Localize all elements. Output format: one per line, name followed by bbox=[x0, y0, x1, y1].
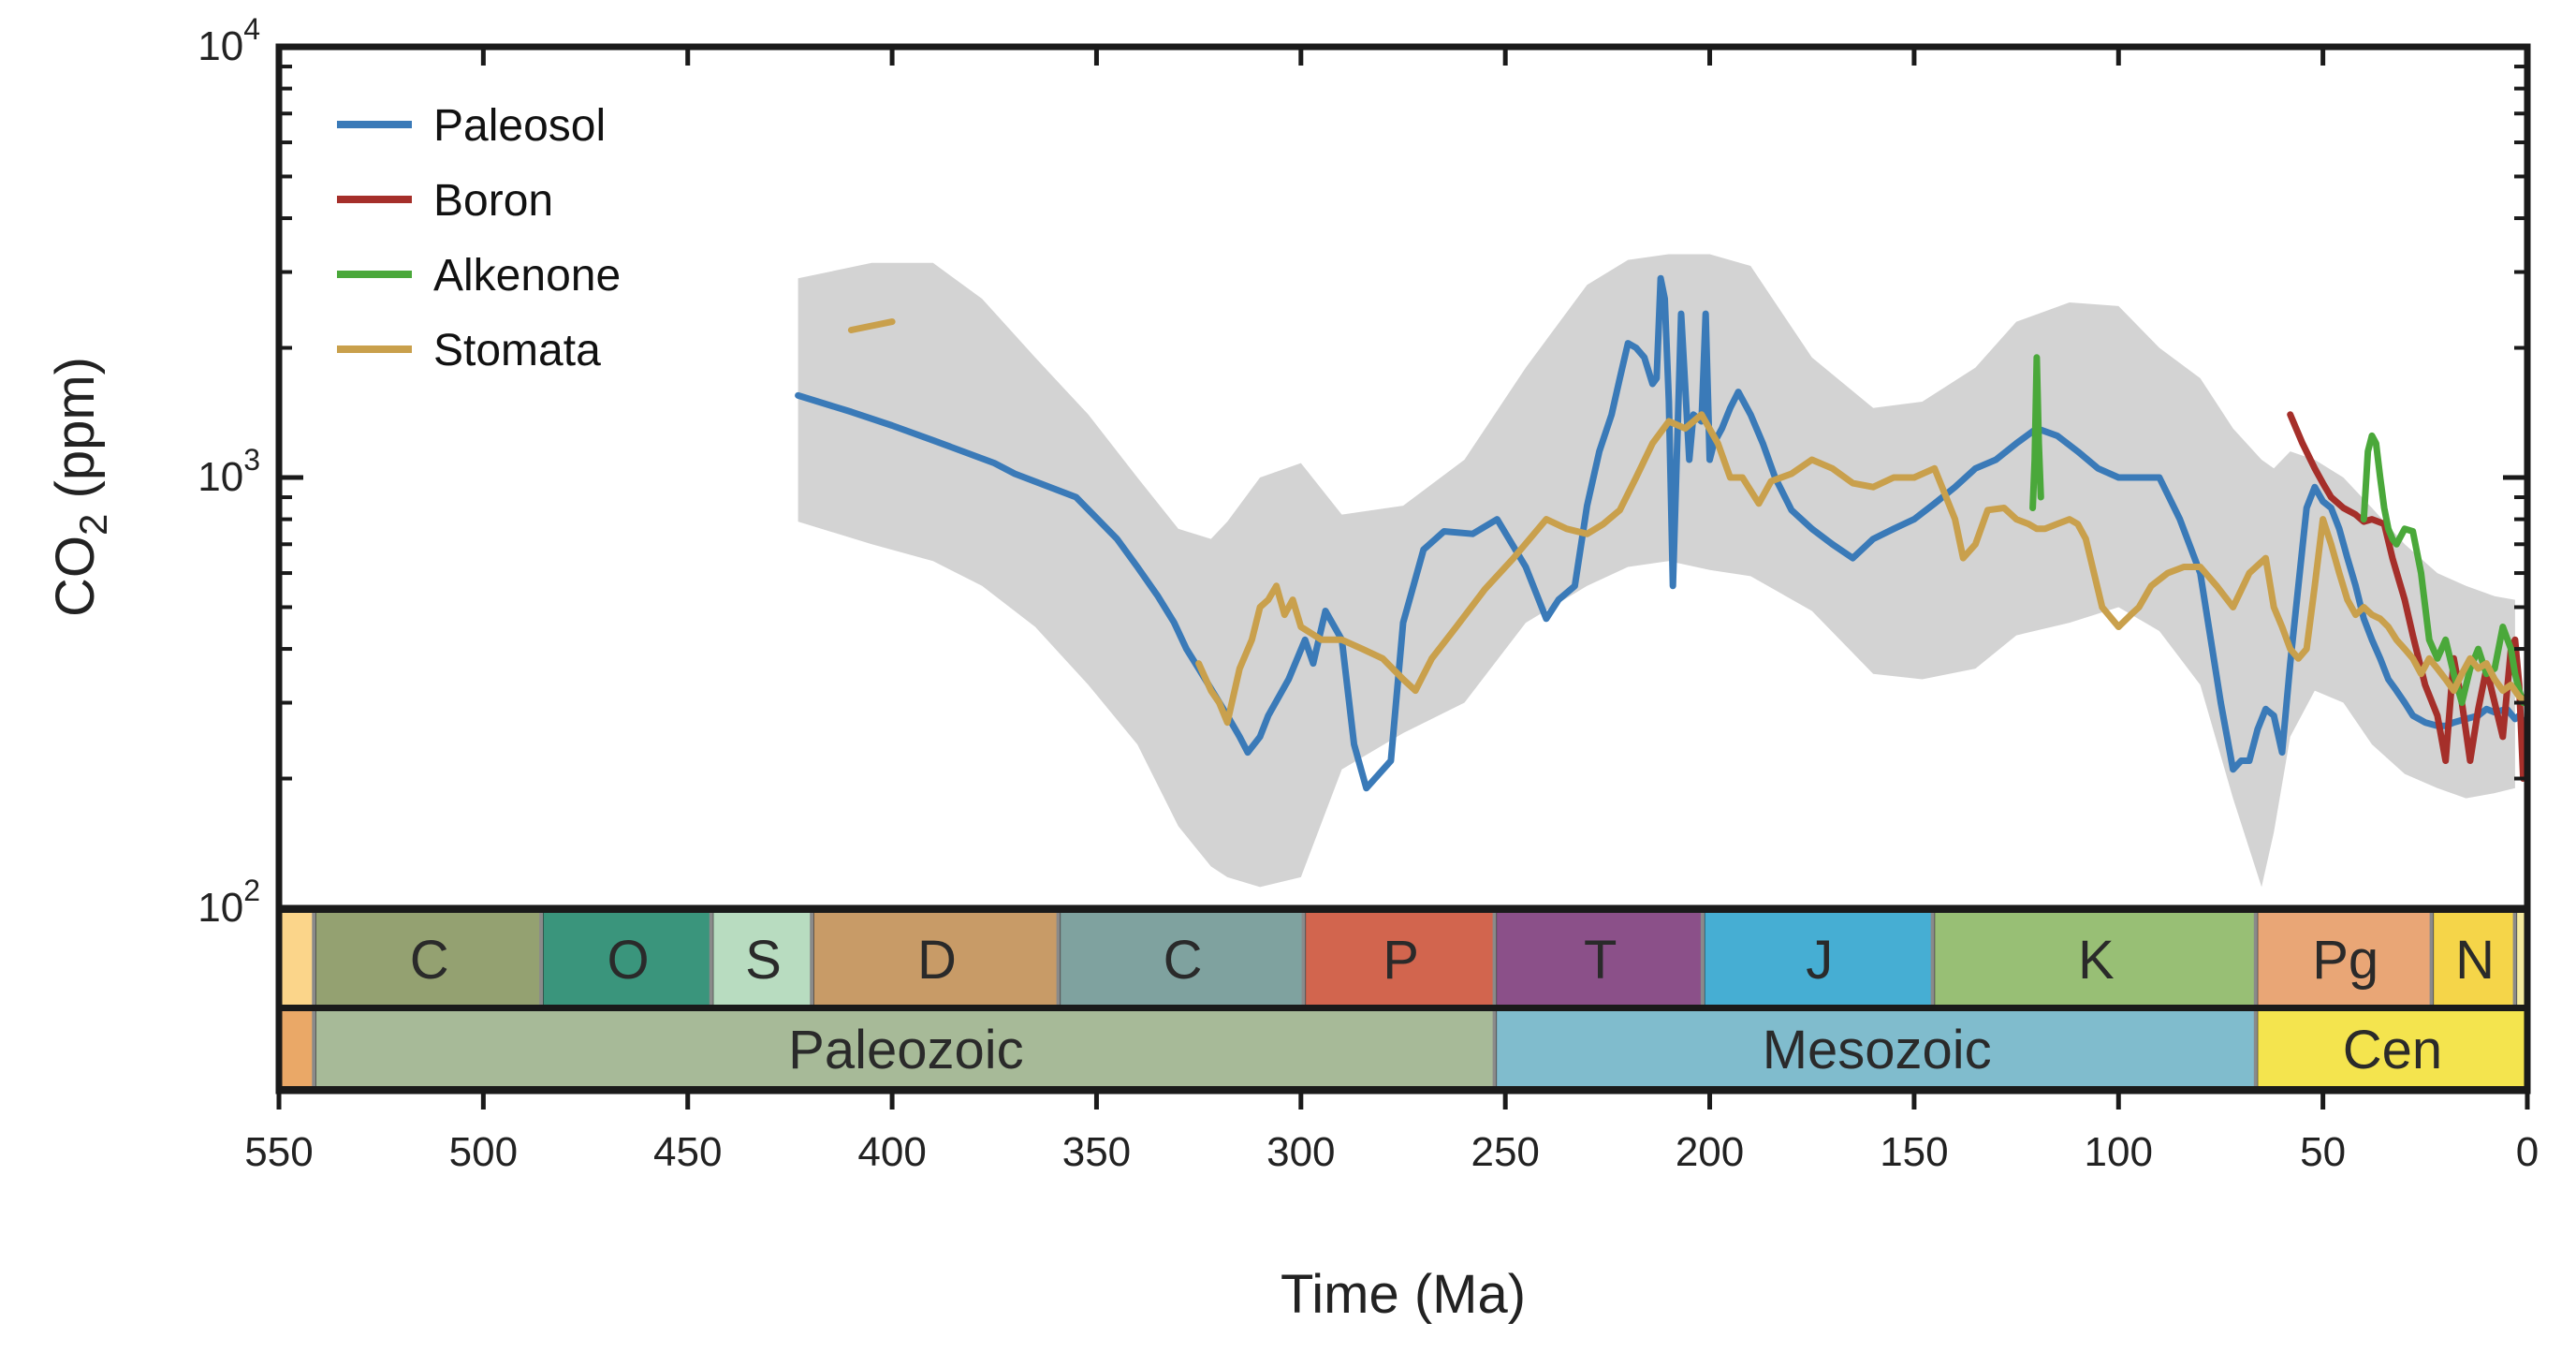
period-label: K bbox=[2078, 930, 2115, 991]
period-separator bbox=[312, 913, 316, 1005]
x-tick-label: 50 bbox=[2300, 1129, 2346, 1175]
period-label: O bbox=[607, 930, 649, 991]
period-cell bbox=[2517, 913, 2526, 1005]
era-cell bbox=[1497, 1011, 2257, 1086]
plot-frame bbox=[275, 43, 2531, 1095]
period-cell bbox=[543, 913, 712, 1005]
series-line-boron bbox=[2287, 411, 2527, 782]
period-separator bbox=[2512, 913, 2517, 1005]
era-label: Paleozoic bbox=[788, 1020, 1023, 1080]
period-label: Pg bbox=[2312, 930, 2378, 991]
x-axis-title: Time (Ma) bbox=[1281, 1264, 1526, 1325]
era-cell bbox=[315, 1011, 1496, 1086]
series-layer bbox=[795, 274, 2527, 792]
period-separator bbox=[810, 913, 814, 1005]
x-tick-label: 0 bbox=[2516, 1129, 2539, 1175]
period-label: C bbox=[1164, 930, 1203, 991]
series-line-paleosol bbox=[795, 274, 2527, 792]
era-separator bbox=[2253, 1011, 2258, 1086]
period-cell bbox=[1061, 913, 1305, 1005]
x-tick-label: 550 bbox=[244, 1129, 313, 1175]
era-label: Cen bbox=[2343, 1020, 2442, 1080]
legend-label-boron: Boron bbox=[433, 176, 553, 226]
x-tick-label: 100 bbox=[2085, 1129, 2153, 1175]
era-cell bbox=[279, 1011, 315, 1086]
series-line-stomata bbox=[847, 318, 2527, 727]
era-separator bbox=[1492, 1011, 1497, 1086]
x-tick-label: 150 bbox=[1880, 1129, 1948, 1175]
period-label: J bbox=[1806, 930, 1833, 991]
period-separator bbox=[1301, 913, 1306, 1005]
period-separator bbox=[2429, 913, 2434, 1005]
era-cell bbox=[2258, 1011, 2526, 1086]
period-label: S bbox=[745, 930, 782, 991]
period-cell bbox=[1705, 913, 1934, 1005]
period-separator bbox=[1056, 913, 1061, 1005]
period-cell bbox=[1497, 913, 1704, 1005]
period-cell bbox=[315, 913, 542, 1005]
period-cell bbox=[813, 913, 1059, 1005]
y-axis-title: CO2 (ppm) bbox=[45, 357, 115, 617]
period-separator bbox=[709, 913, 713, 1005]
era-label: Mesozoic bbox=[1763, 1020, 1992, 1080]
x-tick-label: 200 bbox=[1676, 1129, 1744, 1175]
y-tick-label: 102 bbox=[198, 874, 260, 931]
y-axis-title-subscript: 2 bbox=[71, 514, 115, 536]
legend: Paleosol Boron Alkenone Stomata bbox=[337, 101, 621, 375]
period-label: P bbox=[1383, 930, 1419, 991]
x-tick-label: 350 bbox=[1062, 1129, 1131, 1175]
x-tick-label: 400 bbox=[857, 1129, 926, 1175]
period-cell bbox=[2258, 913, 2433, 1005]
period-separator bbox=[539, 913, 544, 1005]
era-separator bbox=[312, 1011, 316, 1086]
y-tick-label: 104 bbox=[198, 12, 260, 69]
period-separator bbox=[1930, 913, 1935, 1005]
period-cell bbox=[713, 913, 812, 1005]
period-label: C bbox=[410, 930, 449, 991]
period-label: N bbox=[2455, 930, 2495, 991]
legend-label-alkenone: Alkenone bbox=[433, 251, 621, 301]
x-tick-label: 450 bbox=[653, 1129, 722, 1175]
legend-label-paleosol: Paleosol bbox=[433, 101, 606, 151]
series-line-alkenone bbox=[2029, 354, 2527, 706]
legend-label-stomata: Stomata bbox=[433, 326, 601, 375]
y-axis-title-unit: (ppm) bbox=[45, 357, 106, 514]
period-separator bbox=[1700, 913, 1705, 1005]
x-tick-label: 500 bbox=[449, 1129, 518, 1175]
y-tick-label: 103 bbox=[198, 443, 260, 500]
period-cell bbox=[1306, 913, 1496, 1005]
y-axis-title-main: CO bbox=[45, 536, 106, 617]
uncertainty-band-layer bbox=[798, 254, 2515, 888]
x-tick-label: 250 bbox=[1471, 1129, 1539, 1175]
period-cell bbox=[2434, 913, 2516, 1005]
period-separator bbox=[1492, 913, 1497, 1005]
period-separator bbox=[2253, 913, 2258, 1005]
x-tick-label: 300 bbox=[1266, 1129, 1335, 1175]
period-label: T bbox=[1584, 930, 1617, 991]
geologic-timescale: C O S D C P T J K Pg N Paleozoic Mesozoic Cen bbox=[279, 908, 2527, 1091]
uncertainty-band bbox=[798, 254, 2515, 888]
period-cell bbox=[279, 913, 315, 1005]
period-cell bbox=[1935, 913, 2257, 1005]
period-label: D bbox=[917, 930, 957, 991]
